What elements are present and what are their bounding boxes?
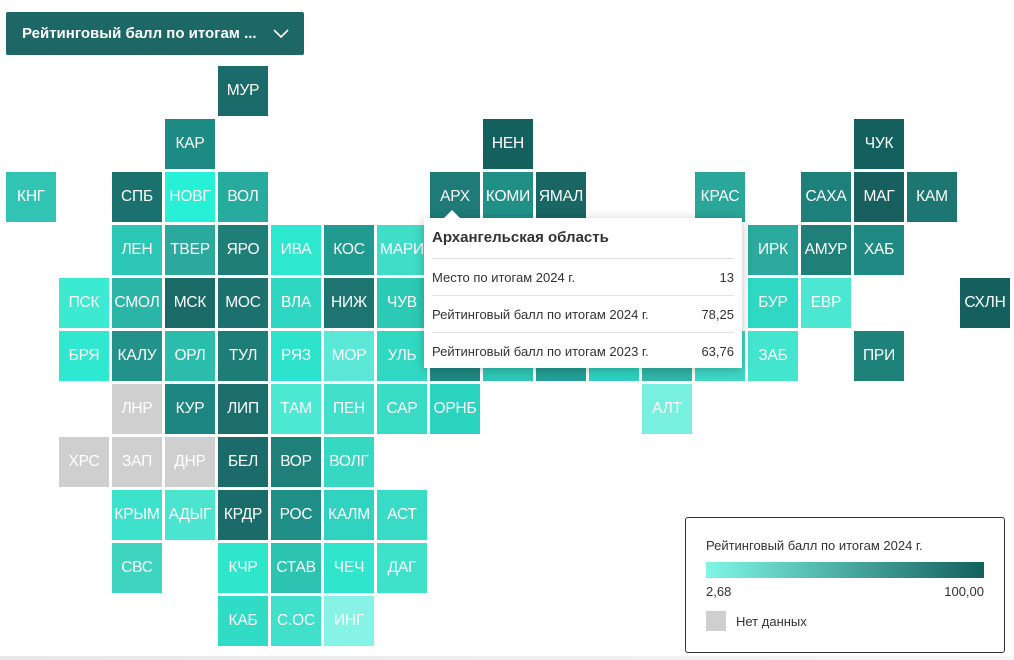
color-legend: Рейтинговый балл по итогам 2024 г. 2,68 … [685,517,1005,653]
region-tile-чув[interactable]: ЧУВ [377,278,427,328]
region-tile-сар[interactable]: САР [377,384,427,434]
region-tile-адыг[interactable]: АДЫГ [165,490,215,540]
region-tile-заб[interactable]: ЗАБ [748,331,798,381]
region-tile-лен[interactable]: ЛЕН [112,225,162,275]
region-tile-новг[interactable]: НОВГ [165,172,215,222]
region-tile-с.ос[interactable]: С.ОС [271,596,321,646]
region-tile-коми[interactable]: КОМИ [483,172,533,222]
region-tile-евр[interactable]: ЕВР [801,278,851,328]
region-tile-пск[interactable]: ПСК [59,278,109,328]
region-tile-ямал[interactable]: ЯМАЛ [536,172,586,222]
region-tile-при[interactable]: ПРИ [854,331,904,381]
indicator-dropdown-label: Рейтинговый балл по итогам ... [22,25,257,42]
tooltip-row-value: 78,25 [701,306,734,322]
tooltip-caret [444,210,460,218]
region-tile-кам[interactable]: КАМ [907,172,957,222]
legend-gradient-bar [706,562,984,578]
region-tile-мор[interactable]: МОР [324,331,374,381]
region-tile-твер[interactable]: ТВЕР [165,225,215,275]
region-tile-вла[interactable]: ВЛА [271,278,321,328]
region-tile-каб[interactable]: КАБ [218,596,268,646]
region-tile-амур[interactable]: АМУР [801,225,851,275]
region-tile-пен[interactable]: ПЕН [324,384,374,434]
region-tile-рос[interactable]: РОС [271,490,321,540]
tooltip-row-label: Место по итогам 2024 г. [432,269,576,285]
legend-title: Рейтинговый балл по итогам 2024 г. [706,538,923,553]
region-tile-став[interactable]: СТАВ [271,543,321,593]
region-tile-мос[interactable]: МОС [218,278,268,328]
region-tile-мари[interactable]: МАРИ [377,225,427,275]
region-tile-уль[interactable]: УЛЬ [377,331,427,381]
tooltip-row: Место по итогам 2024 г. 13 [432,259,734,296]
tooltip-row: Рейтинговый балл по итогам 2023 г. 63,76 [432,333,734,369]
region-tile-даг[interactable]: ДАГ [377,543,427,593]
tooltip-row: Рейтинговый балл по итогам 2024 г. 78,25 [432,296,734,333]
region-tile-чук[interactable]: ЧУК [854,119,904,169]
no-data-label: Нет данных [736,613,807,629]
region-tile-ирк[interactable]: ИРК [748,225,798,275]
region-tile-саха[interactable]: САХА [801,172,851,222]
region-tile-тул[interactable]: ТУЛ [218,331,268,381]
region-tile-вол[interactable]: ВОЛ [218,172,268,222]
region-tile-маг[interactable]: МАГ [854,172,904,222]
tooltip-row-label: Рейтинговый балл по итогам 2024 г. [432,306,649,322]
region-tile-волг[interactable]: ВОЛГ [324,437,374,487]
region-tile-хаб[interactable]: ХАБ [854,225,904,275]
region-tile-лнр[interactable]: ЛНР [112,384,162,434]
region-tile-днр[interactable]: ДНР [165,437,215,487]
region-tile-ряз[interactable]: РЯЗ [271,331,321,381]
tooltip-row-label: Рейтинговый балл по итогам 2023 г. [432,343,649,359]
region-tile-аст[interactable]: АСТ [377,490,427,540]
tooltip-row-value: 63,76 [701,343,734,359]
region-tile-бря[interactable]: БРЯ [59,331,109,381]
region-tile-бур[interactable]: БУР [748,278,798,328]
tooltip-title: Архангельская область [432,218,734,259]
region-tile-крдр[interactable]: КРДР [218,490,268,540]
legend-no-data: Нет данных [706,611,984,631]
region-tile-ива[interactable]: ИВА [271,225,321,275]
region-tile-бел[interactable]: БЕЛ [218,437,268,487]
indicator-dropdown[interactable]: Рейтинговый балл по итогам ... [6,12,304,55]
region-tile-нен[interactable]: НЕН [483,119,533,169]
region-tile-кур[interactable]: КУР [165,384,215,434]
no-data-swatch [706,611,726,631]
legend-min-value: 2,68 [706,584,732,599]
legend-max-value: 100,00 [944,584,984,599]
region-tile-там[interactable]: ТАМ [271,384,321,434]
region-tile-калм[interactable]: КАЛМ [324,490,374,540]
region-tile-вор[interactable]: ВОР [271,437,321,487]
region-tile-мур[interactable]: МУР [218,66,268,116]
region-tile-кчр[interactable]: КЧР [218,543,268,593]
region-tile-кнг[interactable]: КНГ [6,172,56,222]
region-tile-хрс[interactable]: ХРС [59,437,109,487]
region-tile-ниж[interactable]: НИЖ [324,278,374,328]
bottom-divider [0,656,1014,660]
region-tile-зап[interactable]: ЗАП [112,437,162,487]
region-tile-крым[interactable]: КРЫМ [112,490,162,540]
region-tile-орл[interactable]: ОРЛ [165,331,215,381]
region-tile-смол[interactable]: СМОЛ [112,278,162,328]
region-tile-спб[interactable]: СПБ [112,172,162,222]
region-tile-орнб[interactable]: ОРНБ [430,384,480,434]
tooltip-row-value: 13 [719,269,734,285]
region-tile-схлн[interactable]: СХЛН [960,278,1010,328]
region-tile-кар[interactable]: КАР [165,119,215,169]
legend-ticks: 2,68 100,00 [706,584,984,599]
region-tile-крас[interactable]: КРАС [695,172,745,222]
chevron-down-icon [272,25,290,43]
region-tooltip: Архангельская область Место по итогам 20… [424,210,742,369]
region-tile-яро[interactable]: ЯРО [218,225,268,275]
region-tile-кос[interactable]: КОС [324,225,374,275]
region-tile-инг[interactable]: ИНГ [324,596,374,646]
region-tile-свс[interactable]: СВС [112,543,162,593]
region-tile-алт[interactable]: АЛТ [642,384,692,434]
region-tile-мск[interactable]: МСК [165,278,215,328]
region-tile-лип[interactable]: ЛИП [218,384,268,434]
region-tile-чеч[interactable]: ЧЕЧ [324,543,374,593]
region-tile-калу[interactable]: КАЛУ [112,331,162,381]
